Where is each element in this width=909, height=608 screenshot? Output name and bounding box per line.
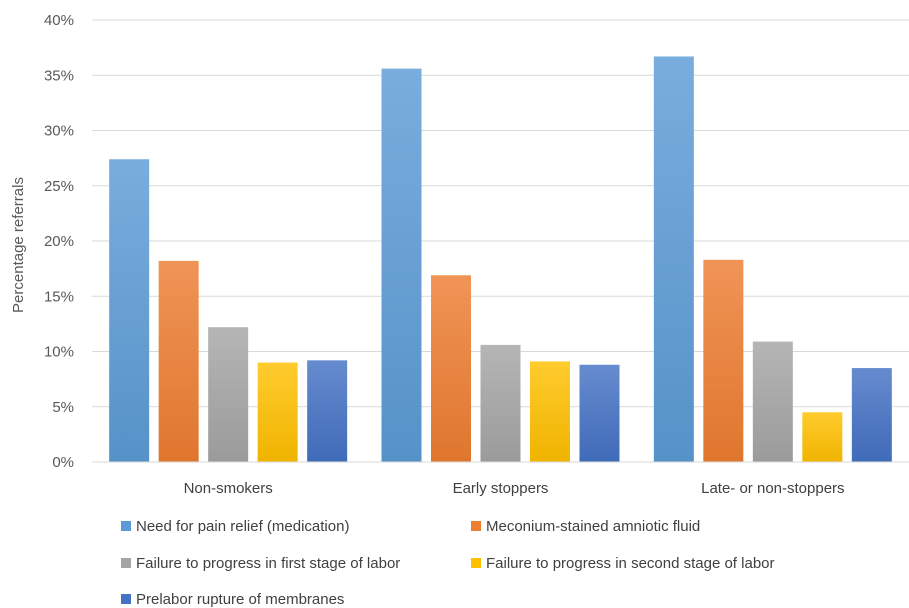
bar [653,56,694,463]
bar [703,259,744,462]
y-tick-label: 5% [52,399,74,416]
legend-label: Prelabor rupture of membranes [136,591,344,608]
legend: Need for pain relief (medication) Meconiu… [121,518,775,608]
legend-swatch [471,521,481,531]
legend-swatch [121,558,131,568]
legend-label: Failure to progress in first stage of la… [136,555,400,572]
legend-label: Meconium-stained amniotic fluid [486,518,700,535]
bar [480,344,521,462]
y-tick-label: 35% [44,67,74,84]
bar [530,361,570,462]
legend-label: Failure to progress in second stage of l… [486,555,775,572]
bar [851,368,892,462]
category-label: Late- or non-stoppers [701,480,844,497]
bar [257,362,298,462]
y-tick-label: 0% [52,454,74,471]
bars [109,56,892,463]
category-labels: Non-smokers Early stoppers Late- or non-st… [184,480,845,497]
legend-label: Need for pain relief (medication) [136,518,349,535]
legend-swatch [121,594,131,604]
bar [307,360,348,462]
legend-swatch [121,521,131,531]
category-label: Non-smokers [184,480,273,497]
bar [158,260,199,462]
bar [381,68,422,463]
y-tick-label: 30% [44,123,74,140]
y-tick-label: 25% [44,178,74,195]
bar [431,275,471,462]
bar [109,159,150,463]
y-axis-label: Percentage referrals [10,177,27,313]
y-tick-label: 15% [44,288,74,305]
y-tick-label: 40% [44,12,74,29]
bar [208,327,249,462]
bar [802,412,843,462]
category-label: Early stoppers [453,480,549,497]
y-tick-label: 20% [44,233,74,250]
bar [579,364,620,462]
legend-swatch [471,558,481,568]
y-tick-labels: 0% 5% 10% 15% 20% 25% 30% 35% 40% [44,12,74,471]
bar [752,341,793,462]
y-tick-label: 10% [44,344,74,361]
